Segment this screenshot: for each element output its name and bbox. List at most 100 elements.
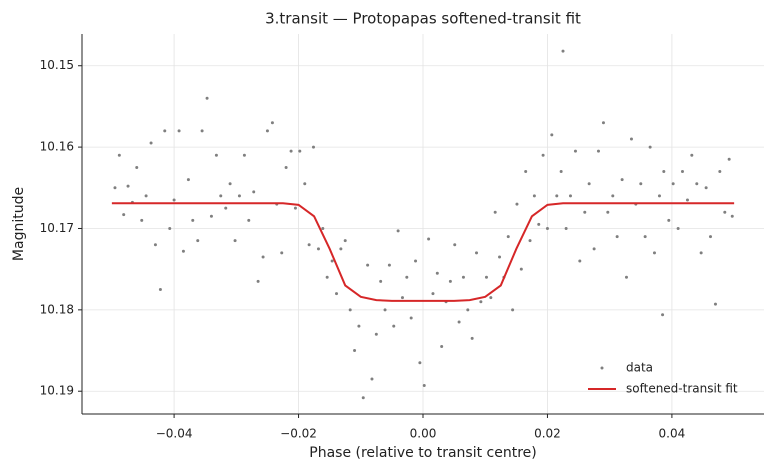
data-point <box>177 129 181 133</box>
data-point <box>564 226 568 230</box>
x-tick-label: 0.04 <box>659 427 686 441</box>
data-point <box>466 308 470 312</box>
data-point <box>515 202 519 206</box>
data-point <box>545 226 549 230</box>
data-point <box>532 194 536 198</box>
data-point <box>648 145 652 149</box>
data-point <box>172 198 176 202</box>
data-point <box>457 320 461 324</box>
data-point <box>435 271 439 275</box>
data-point <box>528 239 532 243</box>
data-point <box>252 190 256 194</box>
grid <box>82 34 764 414</box>
data-point <box>140 218 144 222</box>
data-point <box>224 206 228 210</box>
data-point <box>392 324 396 328</box>
data-point <box>620 178 624 182</box>
data-point <box>592 247 596 251</box>
y-axis-label: Magnitude <box>11 187 27 261</box>
data-point <box>298 149 302 153</box>
data-point <box>343 239 347 243</box>
data-point <box>348 308 352 312</box>
data-point <box>280 251 284 255</box>
data-point <box>181 249 185 253</box>
data-point <box>191 218 195 222</box>
data-point <box>307 243 311 247</box>
data-point <box>639 182 643 186</box>
data-point <box>662 170 666 174</box>
data-point <box>431 292 435 296</box>
data-point <box>606 210 610 214</box>
data-point <box>624 275 628 279</box>
data-point <box>370 377 374 381</box>
data-point <box>366 263 370 267</box>
x-tick-label: 0.02 <box>534 427 561 441</box>
data-point <box>498 255 502 259</box>
data-point <box>396 229 400 233</box>
legend-label: data <box>626 361 653 375</box>
data-point <box>261 255 265 259</box>
data-point <box>587 182 591 186</box>
data-point <box>583 210 587 214</box>
data-point <box>541 153 545 157</box>
data-point <box>186 178 190 182</box>
data-point <box>713 302 717 306</box>
data-point <box>247 218 251 222</box>
data-point <box>418 361 422 365</box>
data-point <box>685 198 689 202</box>
data-point <box>144 194 148 198</box>
data-point <box>475 251 479 255</box>
data-point <box>601 121 605 125</box>
data-point <box>484 275 488 279</box>
data-point <box>321 226 325 230</box>
legend-label: softened-transit fit <box>626 382 738 396</box>
data-point <box>730 214 734 218</box>
x-tick-label: 0.00 <box>410 427 437 441</box>
data-point <box>448 279 452 283</box>
y-tick-label: 10.15 <box>40 58 74 72</box>
data-point <box>629 137 633 141</box>
y-tick-label: 10.17 <box>40 221 74 235</box>
data-point <box>596 149 600 153</box>
data-point <box>559 170 563 174</box>
data-point <box>325 275 329 279</box>
data-point <box>293 206 297 210</box>
data-point <box>126 184 130 188</box>
plot-area <box>111 49 735 400</box>
data-point <box>667 218 671 222</box>
data-point <box>422 384 426 388</box>
data-point <box>555 194 559 198</box>
data-point <box>661 313 665 317</box>
fit-line <box>111 202 735 302</box>
data-point <box>506 235 510 239</box>
data-point <box>168 226 172 230</box>
data-point <box>242 153 246 157</box>
data-point <box>357 324 361 328</box>
data-point <box>568 194 572 198</box>
data-point <box>652 251 656 255</box>
data-point <box>117 153 121 157</box>
data-point <box>573 149 577 153</box>
data-point <box>704 186 708 190</box>
data-point <box>196 239 200 243</box>
data-point <box>311 145 315 149</box>
data-point <box>158 288 162 292</box>
data-point <box>511 308 515 312</box>
data-point <box>643 235 647 239</box>
data-point <box>205 96 209 100</box>
data-point <box>537 222 541 226</box>
data-point <box>489 296 493 300</box>
data-point <box>695 182 699 186</box>
data-point <box>727 157 731 161</box>
data-point <box>383 308 387 312</box>
data-point <box>493 210 497 214</box>
data-point <box>550 133 554 137</box>
data-point <box>400 296 404 300</box>
data-point <box>163 129 167 133</box>
data-point <box>409 316 413 320</box>
x-axis-label: Phase (relative to transit centre) <box>309 445 537 461</box>
data-point <box>479 300 483 304</box>
data-point <box>153 243 157 247</box>
data-point <box>708 235 712 239</box>
